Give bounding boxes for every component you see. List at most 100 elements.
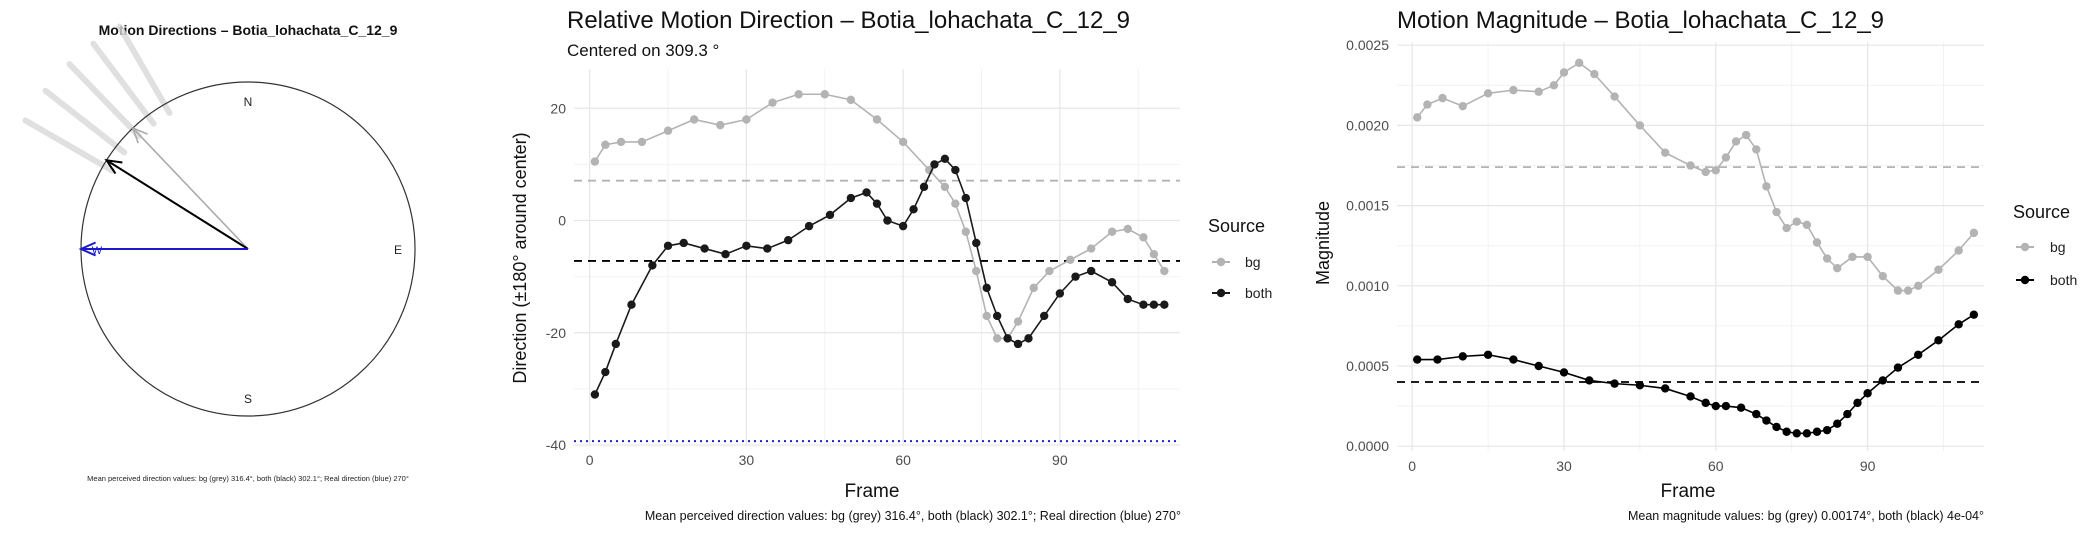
direction-legend-label-both: both bbox=[1245, 285, 1272, 301]
data-point-both bbox=[700, 244, 709, 253]
data-point-bg bbox=[1423, 100, 1432, 109]
data-point-both bbox=[679, 238, 688, 248]
magnitude-legend-label-bg: bg bbox=[2050, 239, 2066, 255]
data-point-bg bbox=[1848, 252, 1857, 262]
direction-title: Relative Motion Direction – Botia_lohach… bbox=[567, 7, 1130, 34]
y-tick-label: 0.0025 bbox=[1346, 37, 1389, 53]
x-tick-label: 30 bbox=[1556, 458, 1572, 474]
data-point-both bbox=[804, 221, 814, 231]
data-point-bg bbox=[663, 126, 673, 135]
x-tick-label: 60 bbox=[895, 452, 911, 468]
data-point-bg bbox=[1413, 113, 1422, 122]
data-point-both bbox=[1635, 381, 1645, 390]
data-point-bg bbox=[637, 137, 647, 147]
compass-arrowhead-both bbox=[104, 158, 123, 175]
data-point-both bbox=[883, 216, 892, 225]
data-point-bg bbox=[616, 137, 626, 147]
data-point-bg bbox=[1954, 246, 1963, 255]
magnitude-panel: Motion Magnitude – Botia_lohachata_C_12_… bbox=[1313, 7, 2077, 523]
direction-legend-title: Source bbox=[1208, 216, 1265, 236]
direction-plot-area: 0 30 60 90 -40 -20 0 20 bbox=[546, 69, 1180, 468]
data-point-bg bbox=[972, 266, 981, 276]
y-tick-label: 0.0010 bbox=[1346, 278, 1389, 294]
data-point-both bbox=[1822, 425, 1832, 435]
compass-panel: Motion Directions – Botia_lohachata_C_12… bbox=[22, 22, 416, 483]
data-point-both bbox=[627, 300, 636, 309]
direction-subtitle: Centered on 309.3 ° bbox=[567, 41, 719, 60]
compass-faint-ray bbox=[66, 61, 142, 140]
data-point-both bbox=[1686, 392, 1695, 401]
data-point-bg bbox=[1802, 220, 1812, 230]
data-point-both bbox=[961, 193, 971, 203]
data-point-both bbox=[590, 390, 600, 399]
compass-faint-ray bbox=[22, 117, 116, 174]
data-point-bg bbox=[794, 90, 803, 99]
x-tick-label: 60 bbox=[1708, 458, 1724, 474]
data-point-both bbox=[1893, 363, 1903, 372]
compass-label-e: E bbox=[394, 243, 402, 257]
compass-caption: Mean perceived direction values: bg (gre… bbox=[87, 474, 409, 483]
magnitude-legend-item-bg: bg bbox=[2016, 239, 2066, 255]
data-point-bg bbox=[1458, 101, 1467, 111]
data-point-bg bbox=[1660, 148, 1670, 157]
data-point-both bbox=[1853, 398, 1862, 408]
data-point-bg bbox=[1483, 89, 1493, 98]
data-point-both bbox=[1752, 409, 1761, 419]
data-point-bg bbox=[768, 98, 777, 107]
data-point-both bbox=[1610, 379, 1619, 388]
data-point-bg bbox=[961, 227, 971, 236]
data-point-both bbox=[1969, 310, 1979, 319]
data-point-bg bbox=[1013, 317, 1023, 326]
data-point-both bbox=[601, 367, 610, 377]
data-point-both bbox=[1878, 376, 1887, 385]
data-point-both bbox=[1843, 409, 1852, 419]
data-point-both bbox=[1413, 355, 1422, 364]
data-point-bg bbox=[601, 140, 610, 149]
data-point-both bbox=[1559, 368, 1569, 377]
data-point-bg bbox=[1741, 130, 1751, 140]
data-point-bg bbox=[1107, 227, 1117, 236]
data-point-bg bbox=[716, 120, 725, 130]
data-point-both bbox=[898, 221, 908, 231]
data-point-both bbox=[972, 238, 981, 248]
data-point-both bbox=[1934, 336, 1943, 345]
data-point-bg bbox=[1534, 87, 1543, 96]
y-tick-label: 0.0015 bbox=[1346, 198, 1389, 214]
data-point-both bbox=[742, 241, 751, 250]
data-point-bg bbox=[1086, 244, 1096, 253]
compass-label-w: W bbox=[92, 245, 103, 257]
data-point-both bbox=[1160, 300, 1169, 309]
magnitude-caption: Mean magnitude values: bg (grey) 0.00174… bbox=[1628, 509, 1984, 523]
data-point-both bbox=[783, 235, 793, 245]
data-point-bg bbox=[590, 157, 600, 166]
data-point-both bbox=[1833, 419, 1842, 428]
compass-arrowhead-bg bbox=[131, 126, 148, 144]
data-point-bg bbox=[1762, 182, 1771, 191]
direction-panel: Relative Motion Direction – Botia_lohach… bbox=[510, 7, 1272, 523]
data-point-both bbox=[1458, 352, 1467, 361]
data-point-both bbox=[1013, 339, 1023, 349]
data-point-bg bbox=[992, 334, 1002, 343]
y-tick-label: -40 bbox=[546, 437, 566, 453]
data-point-bg bbox=[951, 199, 960, 208]
data-point-both bbox=[992, 311, 1002, 321]
compass-label-n: N bbox=[244, 95, 253, 109]
data-point-both bbox=[763, 244, 772, 253]
compass-title: Motion Directions – Botia_lohachata_C_12… bbox=[99, 22, 398, 38]
data-point-both bbox=[663, 241, 673, 250]
data-point-both bbox=[1039, 311, 1049, 321]
data-point-bg bbox=[1822, 254, 1832, 263]
direction-x-label: Frame bbox=[845, 481, 900, 502]
y-tick-label: 0.0000 bbox=[1346, 438, 1389, 454]
data-point-bg bbox=[1833, 263, 1842, 273]
data-point-bg bbox=[1123, 224, 1132, 234]
magnitude-legend-label-both: both bbox=[2050, 272, 2077, 288]
data-point-bg bbox=[1066, 255, 1075, 265]
data-point-bg bbox=[1878, 271, 1887, 281]
y-tick-label: 0 bbox=[558, 213, 566, 229]
y-tick-label: 0.0020 bbox=[1346, 117, 1389, 133]
data-point-bg bbox=[940, 182, 950, 192]
magnitude-y-label: Magnitude bbox=[1313, 201, 1333, 285]
data-point-both bbox=[1914, 350, 1923, 359]
